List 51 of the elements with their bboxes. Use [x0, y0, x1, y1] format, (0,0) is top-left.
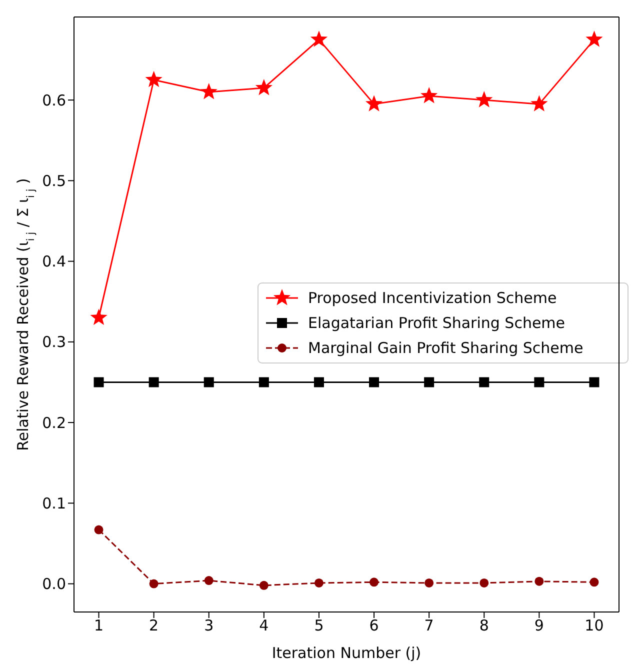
- point: [369, 377, 380, 388]
- point: [310, 30, 328, 47]
- point: [476, 91, 493, 108]
- x-tick-label: 9: [534, 616, 544, 635]
- x-tick-label: 1: [94, 616, 104, 635]
- y-tick-label: 0.3: [42, 333, 66, 352]
- point: [420, 87, 438, 104]
- point: [255, 78, 272, 96]
- y-tick-label: 0.1: [42, 494, 66, 512]
- point: [200, 82, 218, 100]
- point: [589, 377, 600, 388]
- x-tick-label: 7: [424, 616, 434, 635]
- point: [259, 580, 268, 590]
- point: [365, 95, 383, 112]
- point: [530, 95, 548, 112]
- point: [204, 377, 214, 388]
- point: [314, 377, 324, 388]
- x-tick-label: 6: [369, 616, 379, 635]
- point: [149, 579, 158, 588]
- x-axis-title: Iteration Number (j): [272, 644, 422, 662]
- point: [94, 377, 104, 388]
- y-tick-label: 0.0: [42, 575, 66, 594]
- point: [586, 30, 603, 47]
- x-tick-label: 8: [479, 616, 489, 635]
- y-tick-label: 0.2: [42, 414, 66, 432]
- point: [148, 377, 159, 388]
- point: [204, 576, 214, 586]
- y-tick-label: 0.4: [42, 252, 66, 271]
- legend-label: Marginal Gain Profit Sharing Scheme: [308, 339, 584, 357]
- point: [534, 377, 544, 388]
- x-tick-label: 3: [204, 616, 214, 635]
- x-tick-label: 10: [584, 616, 604, 635]
- x-tick-label: 4: [259, 616, 269, 635]
- point: [424, 578, 434, 588]
- point: [370, 578, 379, 587]
- point: [314, 578, 324, 588]
- point: [534, 576, 544, 586]
- point: [90, 308, 108, 326]
- legend-label: Elagatarian Profit Sharing Scheme: [308, 314, 566, 332]
- point: [145, 70, 162, 88]
- legend-label: Proposed Incentivization Scheme: [308, 289, 557, 307]
- point: [479, 377, 490, 388]
- y-tick-label: 0.5: [42, 172, 66, 190]
- y-tick-label: 0.6: [42, 91, 66, 110]
- point: [480, 578, 489, 588]
- x-tick-label: 5: [314, 616, 324, 635]
- point: [258, 377, 269, 388]
- point: [94, 525, 104, 534]
- point: [590, 578, 599, 587]
- point: [424, 377, 434, 388]
- x-tick-label: 2: [149, 616, 159, 635]
